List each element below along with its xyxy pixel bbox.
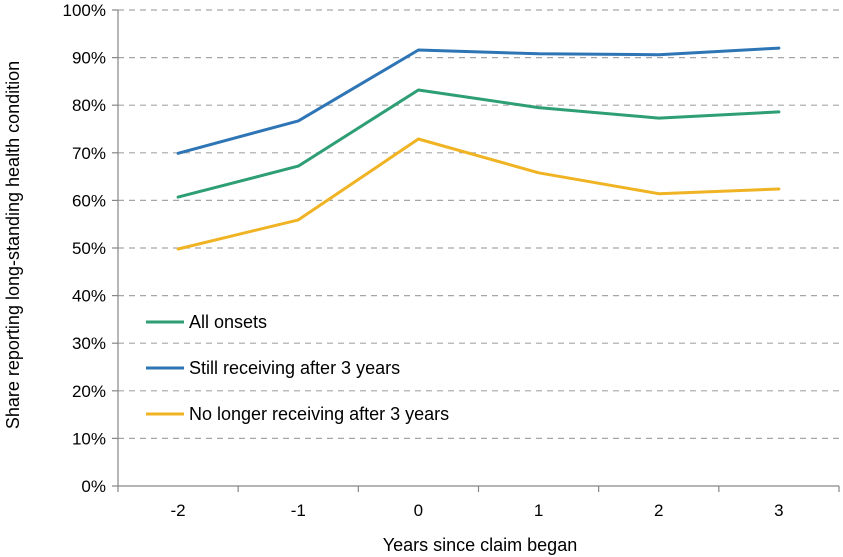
y-axis-title: Share reporting long-standing health con… <box>3 61 23 429</box>
y-tick-labels: 0% 10% 20% 30% 40% 50% 60% 70% 80% 90% 100% <box>63 1 106 496</box>
series-line-3 <box>176 137 781 251</box>
y-tick-label: 0% <box>81 477 106 496</box>
series-line-1 <box>176 88 781 199</box>
y-tick-label: 40% <box>72 287 106 306</box>
series-lines <box>176 46 781 251</box>
y-tick-label: 60% <box>72 191 106 210</box>
x-tick-label: -1 <box>291 501 306 520</box>
x-tick-label: -2 <box>171 501 186 520</box>
y-tick-label: 90% <box>72 49 106 68</box>
gridlines <box>112 9 839 487</box>
y-tick-label: 80% <box>72 96 106 115</box>
y-tick-label: 10% <box>72 429 106 448</box>
y-tick-label: 20% <box>72 382 106 401</box>
y-tick-label: 100% <box>63 1 106 20</box>
x-tick-label: 1 <box>534 501 543 520</box>
y-tick-label: 50% <box>72 239 106 258</box>
x-tick-label: 2 <box>654 501 663 520</box>
y-tick-label: 70% <box>72 144 106 163</box>
legend-label: Still receiving after 3 years <box>189 358 400 378</box>
x-axis-title: Years since claim began <box>383 535 577 555</box>
series-line-2 <box>176 46 781 155</box>
legend-label: No longer receiving after 3 years <box>189 404 449 424</box>
x-tick-label: 3 <box>774 501 783 520</box>
y-tick-label: 30% <box>72 334 106 353</box>
x-tick-label: 0 <box>414 501 423 520</box>
x-tick-labels: -2 -1 0 1 2 3 <box>117 486 840 520</box>
legend: All onsets Still receiving after 3 years N… <box>146 312 449 424</box>
legend-label: All onsets <box>189 312 267 332</box>
